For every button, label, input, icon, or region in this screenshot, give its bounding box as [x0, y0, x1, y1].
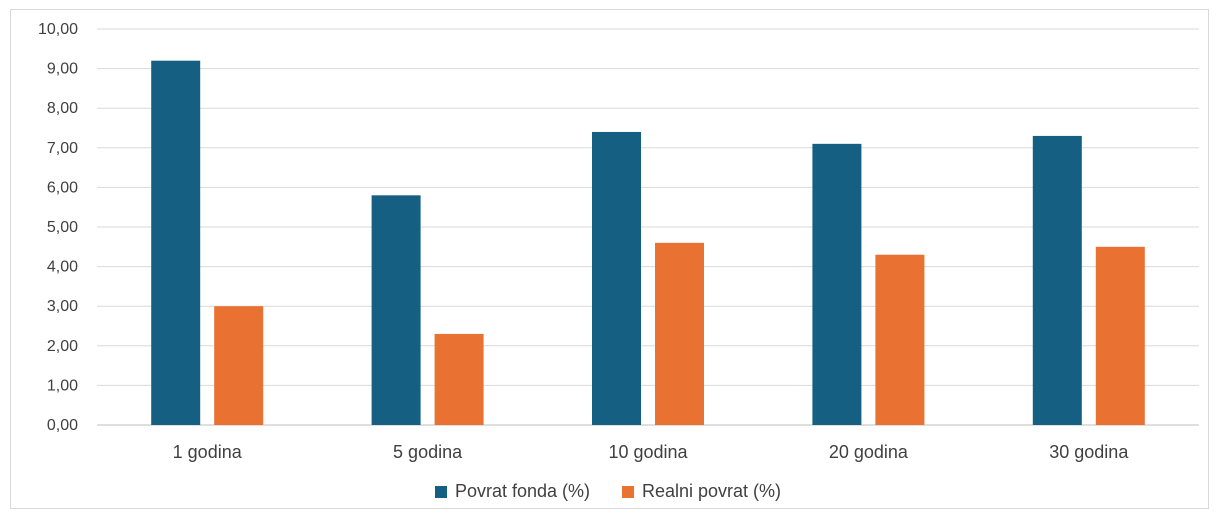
y-tick-label: 8,00	[47, 100, 78, 117]
y-tick-label: 7,00	[47, 140, 78, 157]
legend-item-series-1: Povrat fonda (%)	[434, 481, 590, 502]
bar-series-1-1	[151, 60, 201, 426]
legend-label-series-1: Povrat fonda (%)	[454, 481, 590, 501]
bar-series-2-4	[875, 254, 925, 425]
y-tick-label: 1,00	[47, 377, 78, 394]
x-category-label: 5 godina	[393, 442, 463, 462]
legend-label-series-2: Realni povrat (%)	[642, 481, 782, 501]
bar-series-2-2	[434, 333, 484, 425]
y-tick-label: 3,00	[47, 298, 78, 315]
bar-series-1-5	[1032, 135, 1082, 426]
legend: Povrat fonda (%) Realni povrat (%)	[0, 481, 1216, 502]
legend-swatch-series-1	[434, 485, 447, 498]
bars	[151, 60, 1145, 426]
y-tick-label: 6,00	[47, 179, 78, 196]
bar-series-2-1	[214, 306, 264, 425]
y-tick-label: 0,00	[47, 417, 78, 434]
y-axis-ticks: 0,00 1,00 2,00 3,00 4,00 5,00 6,00 7,00 8,00 9,00…	[38, 21, 78, 434]
x-category-label: 1 godina	[173, 442, 243, 462]
bar-series-1-3	[592, 131, 641, 425]
y-tick-label: 5,00	[47, 219, 78, 236]
y-tick-label: 9,00	[47, 61, 78, 78]
legend-item-series-2: Realni povrat (%)	[622, 481, 781, 502]
x-category-label: 10 godina	[608, 442, 688, 462]
bar-series-2-5	[1095, 246, 1145, 425]
y-tick-label: 10,00	[38, 21, 78, 38]
y-tick-label: 4,00	[47, 259, 78, 276]
bar-series-1-2	[371, 195, 421, 425]
bar-series-1-4	[812, 143, 862, 425]
gridlines	[97, 28, 1199, 426]
bar-series-2-3	[655, 242, 704, 425]
x-category-label: 30 godina	[1049, 442, 1129, 462]
x-axis-categories: 1 godina 5 godina 10 godina 20 godina 30 god…	[173, 442, 1130, 462]
x-category-label: 20 godina	[829, 442, 909, 462]
y-tick-label: 2,00	[47, 338, 78, 355]
legend-swatch-series-2	[622, 485, 634, 498]
